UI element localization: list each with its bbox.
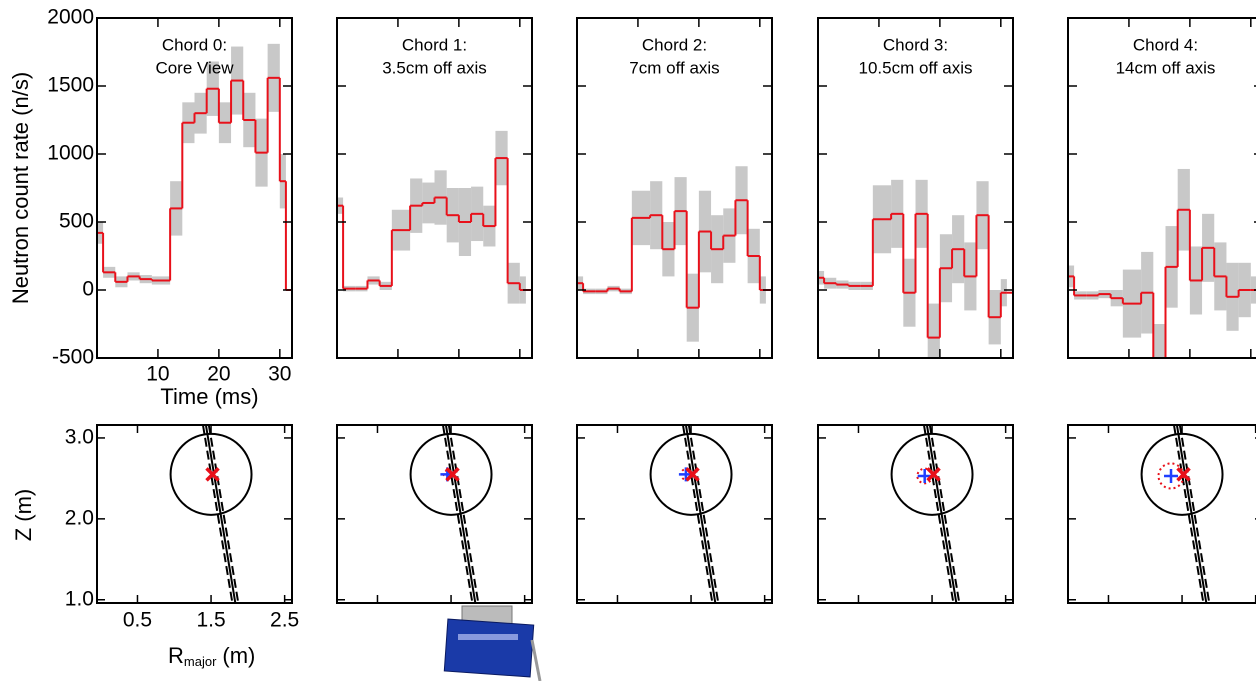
panel-title: Chord 1: bbox=[402, 35, 467, 54]
y-tick-label: 500 bbox=[59, 210, 94, 233]
panel-title: 14cm off axis bbox=[1116, 58, 1216, 77]
x-tick-label: 20 bbox=[207, 363, 230, 386]
y-axis-label: Z (m) bbox=[11, 489, 36, 542]
y-tick-label: 2000 bbox=[47, 6, 94, 29]
panel bbox=[337, 131, 532, 304]
x-tick-label: 2.5 bbox=[270, 609, 299, 632]
x-tick-label: 30 bbox=[268, 363, 291, 386]
axes-frame bbox=[818, 425, 1013, 603]
y-tick-label: 2.0 bbox=[65, 506, 94, 529]
panel bbox=[171, 425, 252, 603]
x-tick-label: 1.5 bbox=[196, 609, 225, 632]
panel bbox=[97, 44, 292, 290]
panel-title: 10.5cm off axis bbox=[858, 58, 972, 77]
y-tick-label: 3.0 bbox=[65, 425, 94, 448]
y-tick-label: -500 bbox=[52, 346, 94, 369]
panel-title: Chord 4: bbox=[1133, 35, 1198, 54]
y-tick-label: 1.0 bbox=[65, 587, 94, 610]
x-axis-label: Time (ms) bbox=[160, 384, 258, 409]
panel bbox=[1142, 425, 1223, 603]
panel bbox=[818, 180, 1013, 372]
panel bbox=[892, 425, 973, 603]
y-axis-label: Neutron count rate (n/s) bbox=[8, 72, 33, 304]
x-label-main: R bbox=[168, 643, 184, 668]
panel bbox=[577, 166, 772, 341]
panel-title: Chord 3: bbox=[883, 35, 948, 54]
figure: -500 0 500 1000 1500 2000 10 20 30 Chord 0: Core V… bbox=[0, 0, 1256, 681]
x-label-sub: major bbox=[184, 654, 217, 669]
x-axis-label: Rmajor (m) bbox=[168, 643, 255, 670]
panel bbox=[651, 425, 732, 603]
axes-frame bbox=[577, 425, 772, 603]
panel-title: Chord 0: bbox=[162, 35, 227, 54]
x-label-unit: (m) bbox=[222, 643, 255, 668]
axes-frame bbox=[97, 425, 292, 603]
y-tick-label: 1500 bbox=[47, 74, 94, 97]
panel-title: 3.5cm off axis bbox=[382, 58, 487, 77]
x-tick-label: 0.5 bbox=[123, 609, 152, 632]
y-tick-label: 1000 bbox=[47, 142, 94, 165]
centroid-marker bbox=[1164, 469, 1178, 483]
axes-frame bbox=[337, 425, 532, 603]
detector-icon bbox=[444, 606, 540, 681]
x-tick-label: 10 bbox=[146, 363, 169, 386]
y-tick-label: 0 bbox=[82, 278, 94, 301]
panel bbox=[411, 425, 492, 603]
panel-title: Chord 2: bbox=[642, 35, 707, 54]
axes-frame bbox=[1068, 425, 1256, 603]
panel-title: 7cm off axis bbox=[629, 58, 719, 77]
panel-title: Core View bbox=[155, 58, 234, 77]
